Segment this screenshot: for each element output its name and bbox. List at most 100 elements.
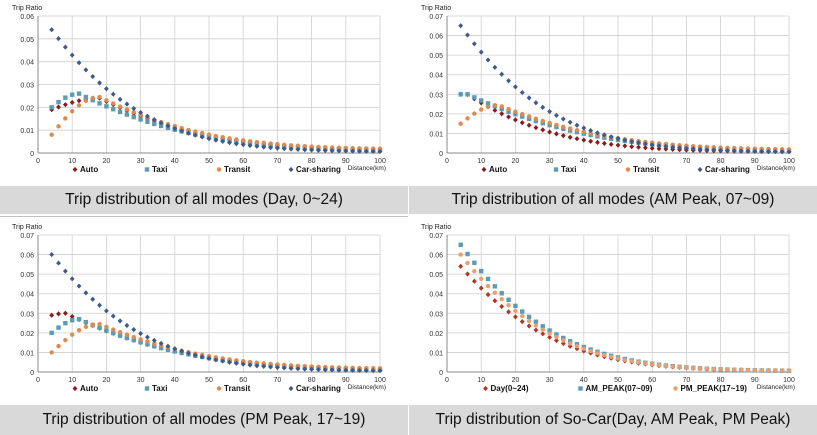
data-point — [622, 137, 628, 143]
data-point — [370, 146, 376, 151]
y-tick-label: 0.04 — [20, 292, 34, 299]
data-point — [288, 146, 294, 152]
data-point — [295, 366, 301, 372]
data-point — [478, 285, 484, 291]
data-point — [152, 341, 157, 346]
y-tick-label: 0.02 — [429, 112, 443, 119]
data-point — [554, 122, 559, 128]
data-point — [199, 134, 205, 140]
x-tick-label: 100 — [374, 158, 386, 165]
data-point — [145, 113, 150, 119]
data-point — [83, 324, 89, 330]
legend-label: Taxi — [152, 165, 167, 174]
data-point — [601, 140, 607, 147]
data-point — [595, 139, 600, 145]
data-point — [377, 146, 383, 151]
data-point — [485, 104, 491, 109]
data-point — [485, 292, 491, 298]
legend-marker — [216, 386, 222, 391]
data-point — [526, 314, 532, 320]
data-point — [288, 143, 294, 148]
data-point — [704, 144, 710, 150]
data-point — [670, 364, 675, 369]
data-point — [49, 107, 55, 113]
y-tick-label: 0 — [30, 370, 34, 377]
legend-label: Transit — [633, 165, 660, 174]
data-point — [684, 365, 689, 370]
data-point — [554, 112, 559, 119]
data-point — [574, 127, 580, 133]
data-point — [615, 135, 621, 142]
data-point — [152, 344, 157, 349]
data-point — [62, 44, 68, 50]
data-point — [649, 142, 655, 148]
x-tick-label: 60 — [648, 377, 656, 384]
legend-marker — [553, 167, 559, 172]
data-point — [533, 100, 539, 106]
data-point — [233, 360, 239, 366]
data-point — [513, 109, 518, 114]
data-point — [608, 134, 614, 140]
data-point — [213, 133, 219, 139]
data-point — [117, 104, 123, 109]
data-point — [478, 100, 484, 106]
data-point — [499, 106, 504, 112]
x-tick-label: 50 — [205, 158, 213, 165]
data-point — [499, 291, 504, 296]
data-point — [275, 145, 280, 151]
data-point — [302, 366, 308, 372]
data-point — [76, 103, 82, 108]
data-point — [69, 99, 75, 106]
y-tick-label: 0.01 — [20, 350, 34, 357]
y-tick-label: 0.02 — [429, 331, 443, 338]
data-point — [69, 276, 75, 282]
data-point — [165, 123, 171, 129]
data-point — [485, 101, 491, 106]
data-point — [533, 118, 539, 124]
data-point — [642, 141, 648, 147]
data-point — [513, 117, 518, 123]
x-tick-label: 90 — [751, 377, 759, 384]
data-point — [309, 147, 314, 153]
data-point — [83, 94, 89, 100]
data-point — [213, 357, 219, 363]
data-point — [145, 119, 150, 124]
data-point — [656, 143, 662, 149]
legend-marker — [481, 166, 487, 173]
x-tick-label: 40 — [171, 158, 179, 165]
data-point — [329, 367, 335, 373]
data-point — [677, 364, 682, 370]
data-point — [117, 96, 123, 102]
data-point — [377, 368, 383, 374]
chart-pm-peak: 0 0.01 0.02 0.03 0.04 0.05 0.06 0.07 0 10 20 30 40 50… — [12, 224, 386, 393]
data-point — [370, 148, 376, 155]
data-point — [615, 356, 621, 361]
data-point — [152, 121, 157, 127]
data-point — [56, 325, 61, 330]
data-point — [83, 319, 89, 325]
x-tick-label: 50 — [205, 377, 213, 384]
data-point — [206, 132, 212, 137]
data-point — [499, 111, 505, 117]
data-point — [179, 125, 184, 131]
chart-panel-so-car: 0 0.01 0.02 0.03 0.04 0.05 0.06 0.07 0 10 20 30 40 50… — [409, 219, 817, 405]
data-point — [234, 137, 239, 142]
data-point — [602, 352, 607, 358]
data-point — [725, 367, 730, 372]
data-point — [759, 368, 764, 373]
data-point — [97, 94, 102, 100]
x-tick-label: 60 — [239, 158, 247, 165]
data-point — [581, 125, 587, 131]
data-point — [343, 145, 348, 151]
data-point — [83, 98, 89, 103]
data-point — [704, 147, 710, 153]
data-point — [70, 92, 75, 97]
data-point — [62, 102, 68, 108]
data-point — [56, 311, 61, 317]
data-point — [131, 334, 136, 340]
data-point — [519, 89, 525, 96]
data-point — [472, 268, 477, 274]
data-point — [76, 60, 82, 66]
legend-marker — [625, 167, 631, 172]
data-point — [622, 357, 628, 363]
